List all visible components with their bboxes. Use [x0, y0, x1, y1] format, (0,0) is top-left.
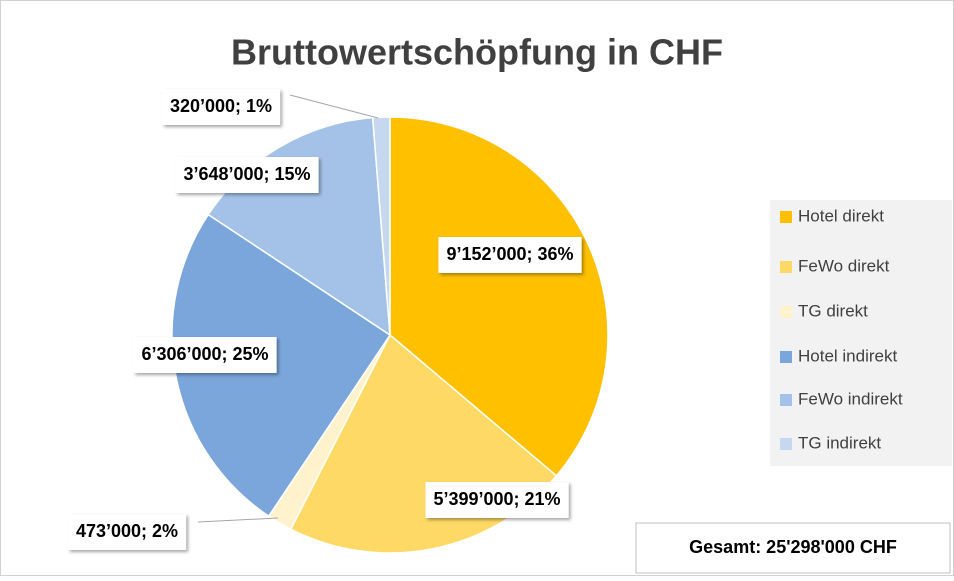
data-label-box [133, 337, 277, 373]
legend-swatch [780, 438, 792, 450]
data-label: 320’000; 1% [170, 96, 272, 116]
legend-swatch [780, 351, 792, 363]
pie-slice [371, 116, 391, 336]
data-label-box [425, 482, 569, 518]
data-label: 3’648’000; 15% [183, 164, 310, 184]
data-label-box [438, 237, 582, 273]
annotation: Gesamt: 25'298'000 CHF [689, 537, 897, 557]
data-label: 473’000; 2% [76, 521, 178, 541]
pie-slice [389, 116, 609, 477]
data-label-box [67, 514, 187, 550]
leader-line [289, 94, 379, 119]
legend-label: FeWo direkt [798, 256, 890, 275]
data-label-box [175, 157, 319, 193]
data-label-box [161, 89, 281, 125]
data-label: 9’152’000; 36% [446, 244, 573, 264]
legend-label: TG indirekt [798, 433, 881, 452]
legend-box [770, 200, 952, 466]
legend-swatch [780, 261, 792, 273]
pie-slice [171, 213, 392, 518]
chart-title: Bruttowertschöpfung in CHF [231, 32, 723, 73]
annotation-box [635, 522, 951, 574]
legend-label: Hotel indirekt [798, 346, 897, 365]
data-label: 5’399’000; 21% [433, 489, 560, 509]
legend-swatch [780, 306, 792, 318]
legend-label: Hotel direkt [798, 206, 884, 225]
legend-label: FeWo indirekt [798, 389, 903, 408]
leader-line [197, 517, 279, 523]
legend-swatch [780, 211, 792, 223]
legend-swatch [780, 394, 792, 406]
data-label: 6’306’000; 25% [141, 344, 268, 364]
legend-label: TG direkt [798, 301, 868, 320]
